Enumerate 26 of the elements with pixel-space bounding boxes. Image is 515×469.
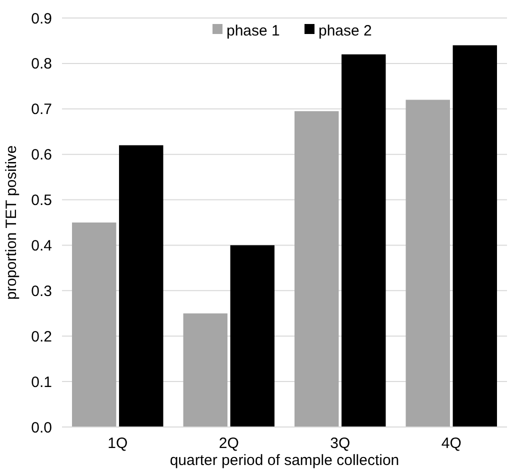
x-tick-label: 1Q bbox=[108, 435, 128, 452]
y-tick-label: 0.8 bbox=[31, 56, 52, 73]
y-tick-label: 0.3 bbox=[31, 282, 52, 300]
y-tick-label: 0.7 bbox=[31, 101, 52, 118]
bar bbox=[72, 222, 116, 427]
y-tick-label: 0.9 bbox=[31, 10, 52, 28]
y-tick-label: 0.1 bbox=[31, 374, 52, 391]
bar bbox=[452, 45, 497, 427]
y-tick-label: 0.0 bbox=[31, 419, 52, 436]
y-tick-label: 0.6 bbox=[31, 146, 52, 164]
y-tick-label: 0.4 bbox=[31, 237, 52, 254]
bar bbox=[183, 313, 228, 427]
x-tick-label: 2Q bbox=[218, 435, 239, 452]
y-tick-label: 0.5 bbox=[31, 192, 52, 210]
y-tick-label: 0.2 bbox=[31, 328, 52, 346]
bar bbox=[406, 100, 450, 427]
bar bbox=[119, 145, 164, 427]
legend-label: phase 2 bbox=[318, 22, 372, 40]
bar bbox=[342, 54, 386, 427]
x-tick-label: 4Q bbox=[441, 435, 462, 452]
bar bbox=[294, 111, 339, 427]
legend-label: phase 1 bbox=[226, 22, 280, 40]
x-tick-label: 3Q bbox=[330, 435, 350, 452]
x-axis-title: quarter period of sample collection bbox=[170, 452, 400, 469]
y-axis-title: proportion TET positive bbox=[3, 145, 20, 300]
bar bbox=[230, 245, 274, 427]
